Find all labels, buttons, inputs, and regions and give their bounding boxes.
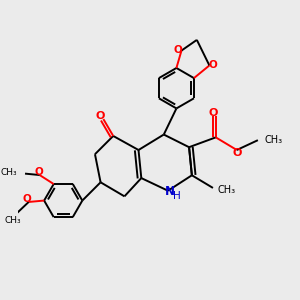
Text: CH₃: CH₃ xyxy=(1,168,17,177)
Text: N: N xyxy=(165,185,175,198)
Text: H: H xyxy=(173,191,181,201)
Text: CH₃: CH₃ xyxy=(4,216,21,225)
Text: O: O xyxy=(233,148,242,158)
Text: O: O xyxy=(208,109,218,118)
Text: O: O xyxy=(95,111,105,121)
Text: O: O xyxy=(174,45,182,55)
Text: O: O xyxy=(22,194,31,204)
Text: O: O xyxy=(34,167,43,177)
Text: CH₃: CH₃ xyxy=(264,135,282,145)
Text: CH₃: CH₃ xyxy=(218,185,236,195)
Text: O: O xyxy=(208,60,217,70)
